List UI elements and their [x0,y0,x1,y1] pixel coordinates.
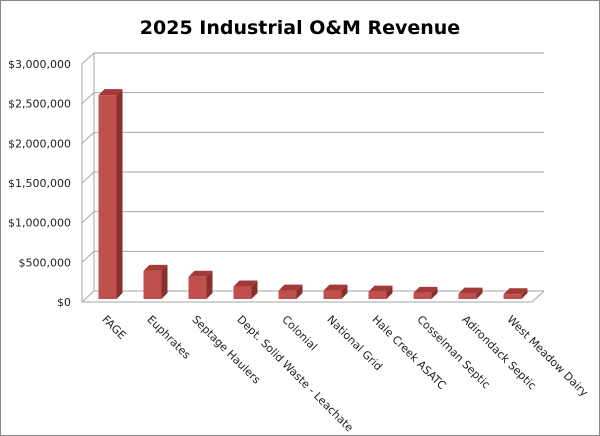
bar-side [386,285,393,299]
y-tick-label: $0 [57,296,71,309]
bar-front [323,290,342,299]
bar [323,284,348,299]
bar [458,287,483,299]
bar-top [413,286,438,293]
bar [278,284,303,299]
x-tick-label: Euphrates [144,313,193,362]
bar [143,264,168,299]
bar-side [476,287,483,299]
floor-right-edge [531,290,545,303]
y-tick-label: $2,500,000 [8,98,71,111]
bar-front [233,286,252,299]
y-tick-label: $3,000,000 [8,58,71,71]
bar-front [413,292,432,299]
bar-side [296,284,303,299]
gridline-diagonal [81,250,95,263]
bar [503,288,528,299]
gridline-diagonal [81,171,95,184]
bar-top [188,270,213,277]
bar-front [368,291,387,299]
bar-top [278,284,303,291]
bar-top [368,285,393,292]
gridline-diagonal [81,211,95,224]
bar-top [323,284,348,291]
bar-side [161,264,168,299]
x-tick-label: West Meadow Dairy [504,313,591,400]
x-tick-label: Colonial [279,313,319,353]
bar-side [521,288,528,299]
bar-top [503,288,528,295]
bar [188,270,213,299]
bar-top [458,287,483,294]
gridline-diagonal [81,290,95,303]
bar-side [206,270,213,299]
bar [413,286,438,299]
bar-top [143,264,168,271]
bar-front [98,95,117,299]
bar [233,280,258,299]
y-tick-label: $500,000 [19,256,72,269]
bar-side [251,280,258,299]
bar-front [503,294,522,299]
bar-front [188,276,207,299]
y-tick-label: $1,500,000 [8,177,71,190]
bar-side [431,286,438,299]
bar-side [116,89,123,299]
bar [98,89,123,299]
bar-top [233,280,258,287]
x-tick-label: FAGE [99,313,128,342]
bar-front [278,290,297,299]
bar-side [341,284,348,299]
bar-front [458,293,477,299]
chart-title: 2025 Industrial O&M Revenue [139,17,461,39]
gridline-diagonal [81,131,95,144]
bar [368,285,393,299]
bar-top [98,89,123,96]
y-tick-label: $2,000,000 [8,137,71,150]
gridline-diagonal [81,92,95,105]
y-tick-label: $1,000,000 [8,217,71,230]
bar-front [143,270,162,299]
gridline-diagonal [81,52,95,65]
